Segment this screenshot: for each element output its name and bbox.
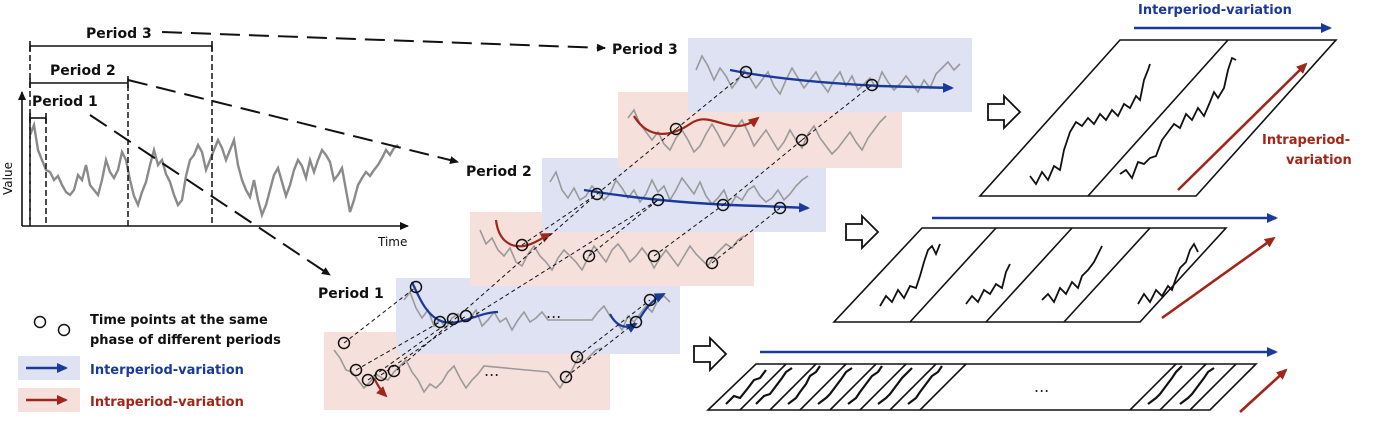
stack-period-3: Period 3 [596, 38, 972, 206]
stack-period-1: ... ... Period 1 [318, 278, 680, 410]
stack-2-timepoints [515, 187, 787, 270]
timepoint [643, 293, 657, 307]
time-series-line [28, 120, 399, 219]
stack-2-series-front [479, 229, 745, 272]
stack-2-intraperiod-curve [494, 219, 552, 248]
grid-mid-divider [1063, 227, 1151, 323]
timepoint [515, 238, 529, 252]
timepoint [865, 78, 879, 92]
hollow-arrow-icon [987, 93, 1022, 131]
arrow-to-period-1 [89, 114, 331, 276]
stack-3-series-back [695, 54, 961, 96]
stack-1-interperiod-curve [410, 281, 499, 324]
timepoint [570, 350, 584, 364]
grid-bot-curves [725, 365, 1215, 405]
stack-2-series-back [549, 170, 809, 208]
timeline-period-3-label: Period 3 [86, 26, 152, 42]
transform-arrows [693, 93, 1022, 373]
timeline-panel: Value Time Period 3 Period 2 Period 1 [1, 26, 409, 249]
grid-bot-ellipsis: ... [1034, 377, 1049, 396]
timepoint [669, 122, 683, 136]
timepoint [629, 315, 643, 329]
grid-top-curve-1 [1029, 63, 1151, 186]
timepoint [590, 187, 604, 201]
hollow-arrow-icon [693, 335, 728, 373]
grid-bot-frame [706, 363, 1258, 411]
stack-1-connectors [343, 286, 651, 381]
timepoint [716, 198, 730, 212]
timepoint [349, 363, 363, 377]
grid-top-intra-label-1: Intraperiod- [1262, 133, 1350, 148]
timepoint [337, 336, 351, 350]
grid-mid-curve [965, 263, 1011, 305]
grid-period-3: Interperiod-variation Intraperiod- varia… [978, 3, 1352, 197]
grid-top-inter-label: Interperiod-variation [1138, 3, 1292, 18]
timepoint [409, 280, 423, 294]
legend-interperiod-label: Interperiod-variation [90, 363, 244, 378]
legend-point-icon [33, 315, 47, 329]
legend-intraperiod-label: Intraperiod-variation [90, 395, 244, 410]
x-axis-label: Time [377, 235, 407, 249]
timepoint [559, 370, 573, 384]
timepoint [705, 256, 719, 270]
mapping-arrows [89, 31, 606, 276]
stack-period-1-label: Period 1 [318, 286, 384, 302]
legend-point-icon [57, 323, 71, 337]
stack-3-series-front [627, 108, 887, 156]
stack-period-3-label: Period 3 [612, 42, 678, 58]
stack-3-timepoints [669, 65, 879, 147]
grid-period-2 [832, 213, 1278, 323]
grid-top-curve-2 [1119, 56, 1237, 180]
timepoint [651, 193, 665, 207]
stack-3-intraperiod-curve [633, 115, 760, 135]
stack-3-interperiod-panel [688, 38, 972, 112]
stack-1-intraperiod-curve [373, 377, 388, 398]
stack-1-intra-curve-right [639, 293, 666, 319]
stack-3-interperiod-curve [729, 68, 954, 93]
timepoint [459, 309, 473, 323]
grid-mid-curve [1041, 245, 1103, 304]
grid-top-intra-label-2: variation [1286, 153, 1352, 168]
stack-1-ellipsis-back: ... [546, 303, 561, 322]
stack-2-interperiod-panel [542, 158, 826, 232]
grid-bot-intra-arrow [1239, 368, 1288, 413]
grid-period-1: ... [706, 347, 1288, 413]
grid-mid-intra-arrow [1161, 236, 1276, 320]
y-axis-label: Value [1, 162, 15, 195]
timepoint [739, 65, 753, 79]
stack-period-2-label: Period 2 [466, 164, 532, 180]
legend-points-line1: Time points at the same [90, 313, 268, 328]
grid-top-intra-arrow [1177, 62, 1308, 191]
timeline-period-1-label: Period 1 [32, 94, 98, 110]
grid-mid-divider [985, 227, 1073, 323]
legend-points-line2: phase of different periods [90, 333, 281, 348]
grid-mid-divider [909, 227, 997, 323]
timepoint [647, 249, 661, 263]
stack-3-connectors [596, 71, 873, 206]
legend: Time points at the same phase of differe… [18, 313, 281, 412]
stack-period-2: Period 2 [396, 158, 826, 371]
arrow-to-period-2 [127, 79, 459, 164]
timepoint [361, 373, 375, 387]
grid-top-divider [1087, 39, 1229, 197]
stack-1-ellipsis-front: ... [484, 361, 499, 380]
grid-mid-curve [879, 243, 941, 307]
timepoint [433, 315, 447, 329]
hollow-arrow-icon [845, 213, 880, 251]
timepoint [795, 133, 809, 147]
stack-1-series-back [403, 290, 671, 332]
stack-1-interperiod-curve-2 [609, 313, 638, 333]
arrow-to-period-3 [161, 31, 606, 52]
timeline-period-2-label: Period 2 [50, 63, 116, 79]
timepoint [773, 201, 787, 215]
stack-2-connectors [396, 193, 781, 371]
grid-mid-curve [1137, 242, 1199, 305]
grid-bot-dividers [739, 363, 1237, 411]
timepoint [582, 249, 596, 263]
